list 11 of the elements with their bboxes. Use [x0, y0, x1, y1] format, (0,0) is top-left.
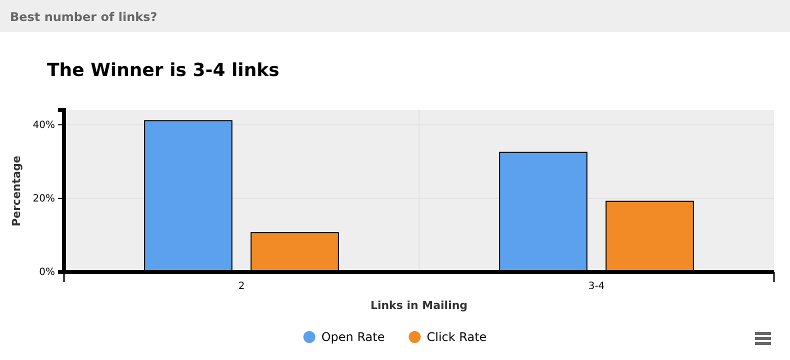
text: Best number of links?	[10, 10, 158, 24]
x-tick-label: 3-4	[588, 281, 605, 292]
y-axis-title: Percentage	[10, 156, 23, 226]
y-tick-label: 40%	[32, 120, 55, 131]
chart-title: The Winner is 3-4 links	[47, 60, 280, 81]
x-tick-label: 2	[238, 281, 245, 292]
y-tick-label: 0%	[39, 267, 55, 278]
legend-label: Open Rate	[321, 330, 385, 344]
x-axis-title: Links in Mailing	[370, 299, 468, 312]
y-tick-label: 20%	[32, 194, 55, 205]
legend-label: Click Rate	[426, 330, 487, 344]
